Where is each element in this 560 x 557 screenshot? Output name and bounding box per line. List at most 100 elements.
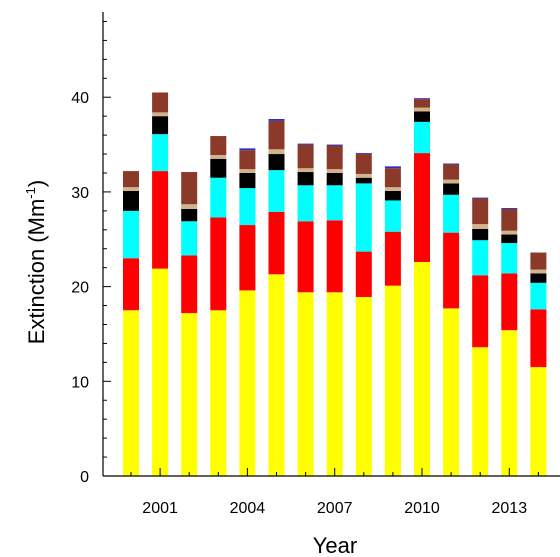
bar-segment-2007-6 [326,144,343,146]
y-tick-label: 30 [71,185,89,202]
bar-segment-2003-5 [210,136,227,155]
bar-segment-2007-1 [326,220,343,293]
bar-segment-2012-3 [472,228,489,241]
bar-segment-2005-4 [268,149,285,155]
bar-segment-2013-1 [501,273,518,331]
bar-segment-2003-3 [210,158,227,178]
bar-segment-2014-0 [530,367,547,476]
bar-segment-2013-5 [501,208,518,231]
bar-segment-2012-0 [472,347,489,476]
y-tick-labels: 0 10 20 30 40 [71,90,89,486]
bar-segment-2008-1 [355,251,372,298]
bar-segment-2002-5 [181,172,198,205]
bar-segment-2008-5 [355,154,372,174]
bar-segment-2012-5 [472,198,489,225]
bar-segment-2001-4 [152,112,169,117]
bar-segment-2003-0 [210,310,227,476]
bar-segment-2007-4 [326,169,343,173]
bar-segment-2008-2 [355,183,372,252]
bar-segment-2002-2 [181,221,198,256]
bar-segment-2002-4 [181,204,198,209]
bar-segment-2014-1 [530,309,547,368]
bar-segment-2012-4 [472,224,489,229]
bar-segment-2010-4 [414,107,430,112]
bar-segment-2011-5 [443,164,460,180]
bar-segment-2007-3 [326,172,343,186]
bar-segment-2013-3 [501,234,518,244]
bar-segment-2000-4 [123,187,139,191]
bar-segment-2001-3 [152,116,169,135]
bar-segment-2010-5 [414,99,430,108]
bar-segment-2014-3 [530,273,547,283]
bar-segment-2009-2 [384,200,401,232]
bar-segment-2004-4 [239,169,256,173]
bar-segment-2011-6 [443,163,460,165]
bar-segment-2010-0 [414,261,430,476]
y-tick-label: 20 [71,280,89,297]
bar-segment-2010-2 [414,121,430,154]
x-tick-label: 2001 [142,500,178,517]
bar-segment-2005-2 [268,170,285,212]
bar-segment-2008-6 [355,153,372,155]
bar-segment-2008-3 [355,177,372,184]
bar-segment-2001-0 [152,268,169,476]
bar-segment-2011-3 [443,183,460,195]
bar-segment-2004-6 [239,148,256,151]
bar-segment-2005-1 [268,211,285,275]
bar-segment-2009-5 [384,168,401,188]
bar-segment-2004-0 [239,290,256,476]
bar-segment-2013-2 [501,243,518,274]
x-tick-label: 2004 [230,500,266,517]
bar-segment-2007-2 [326,185,343,221]
bar-segment-2013-6 [501,208,518,209]
bar-segment-2014-5 [530,252,547,270]
bar-segment-2005-0 [268,274,285,476]
bar-segment-2006-1 [297,221,314,293]
bar-segment-2001-1 [152,171,169,269]
bar-segment-2014-4 [530,269,547,274]
bar-segment-2007-5 [326,145,343,170]
bar-segment-2009-6 [384,166,401,169]
bar-segment-2012-1 [472,275,489,348]
bar-segment-2001-5 [152,92,169,113]
bar-segment-2002-3 [181,208,198,222]
x-axis-title: Year [313,533,357,557]
x-tick-label: 2013 [492,500,528,517]
bar-segment-2013-0 [501,330,518,476]
bar-segment-2001-2 [152,134,169,172]
bar-segment-2009-0 [384,285,401,476]
bar-segment-2003-2 [210,177,227,218]
bar-segment-2005-6 [268,119,285,121]
bar-segment-2014-2 [530,282,547,310]
bars-group [123,92,547,476]
bar-segment-2008-4 [355,173,372,178]
bar-segment-2000-3 [123,190,139,211]
y-tick-label: 0 [80,469,89,486]
y-tick-label: 10 [71,374,89,391]
bar-segment-2006-3 [297,172,314,186]
bar-segment-2011-0 [443,308,460,476]
y-tick-label: 40 [71,90,89,107]
y-axis-title-main: Extinction (Mm [24,199,49,344]
bar-segment-2011-2 [443,194,460,233]
x-tick-labels: 2001 2004 2007 2010 2013 [142,500,527,517]
bar-segment-2007-0 [326,292,343,476]
bar-segment-2009-4 [384,187,401,191]
bar-segment-2004-2 [239,188,256,226]
y-axis-title-close: ) [24,180,49,187]
bar-segment-2004-5 [239,150,256,170]
bar-segment-2000-5 [123,171,139,188]
x-tick-label: 2007 [317,500,353,517]
bar-segment-2009-1 [384,231,401,286]
bar-segment-2000-0 [123,310,139,476]
bar-segment-2010-1 [414,153,430,262]
bar-segment-2005-3 [268,154,285,171]
bar-segment-2010-6 [414,98,430,100]
bar-segment-2011-4 [443,179,460,184]
bar-segment-2004-3 [239,172,256,189]
bar-segment-2006-0 [297,292,314,476]
axes-group [102,12,560,477]
bar-segment-2013-4 [501,230,518,235]
bar-segment-2006-4 [297,168,314,173]
